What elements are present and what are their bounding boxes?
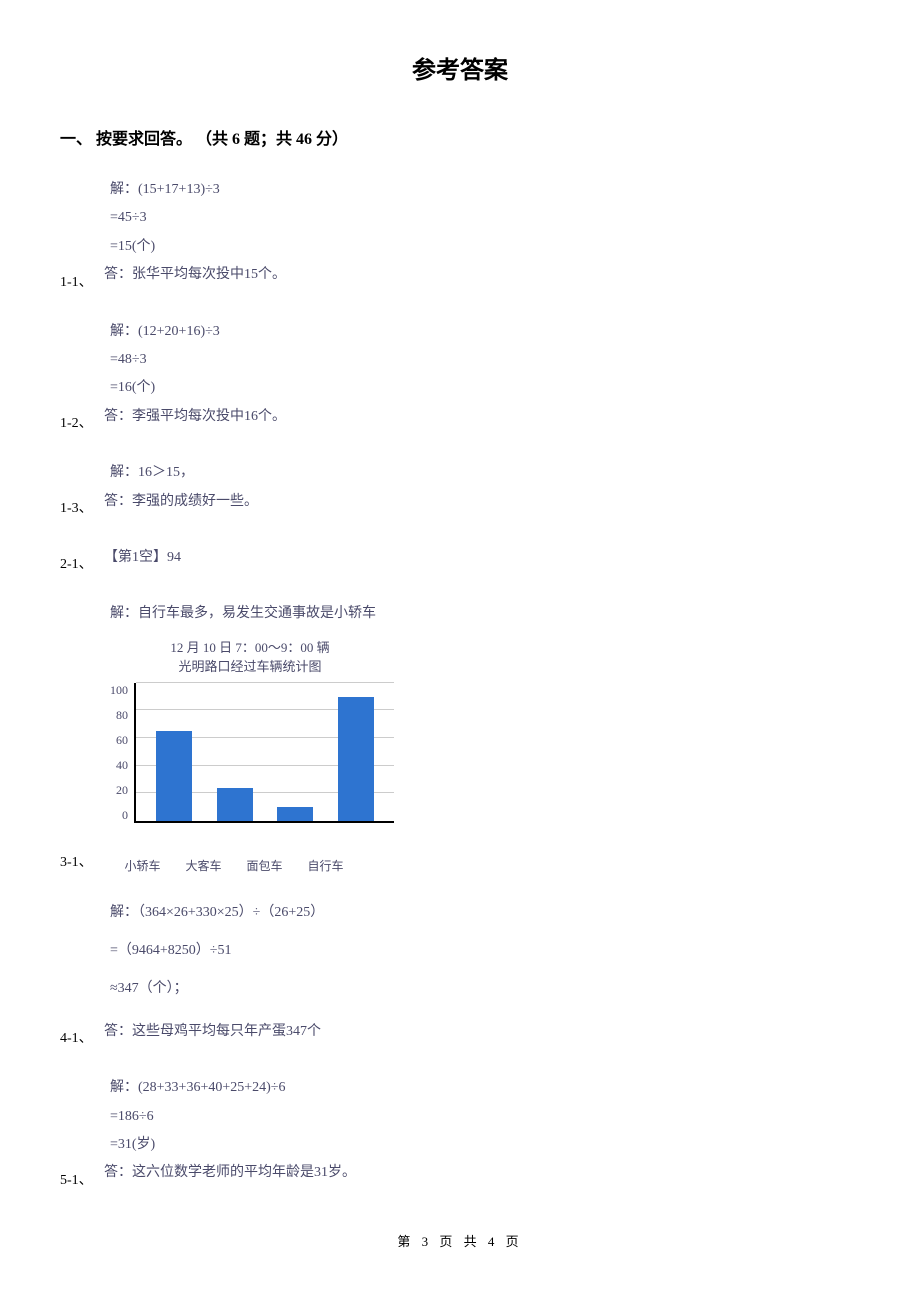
answer-block-2-1: 2-1、 【第1空】94 [60, 547, 860, 575]
answer-block-1-1: 解：(15+17+13)÷3 =45÷3 =15(个) 1-1、 答：张华平均每… [110, 179, 860, 293]
question-label: 1-1、 [60, 271, 100, 291]
x-label: 自行车 [301, 857, 351, 874]
x-label: 面包车 [240, 857, 290, 874]
y-tick: 0 [110, 808, 128, 823]
section-header: 一、 按要求回答。 （共 6 题；共 46 分） [60, 125, 860, 149]
solution-line: 解：16＞15， [110, 462, 860, 484]
bar [217, 788, 253, 821]
x-label: 小轿车 [118, 857, 168, 874]
x-axis-labels: 小轿车 大客车 面包车 自行车 [104, 857, 364, 874]
solution-intro: 解：自行车最多，易发生交通事故是小轿车 [110, 603, 860, 625]
chart-title-line2: 光明路口经过车辆统计图 [178, 659, 321, 674]
solution-line: 解：(28+33+36+40+25+24)÷6 [110, 1077, 860, 1099]
y-tick: 100 [110, 683, 128, 698]
question-label: 3-1、 [60, 851, 100, 871]
chart-title: 12 月 10 日 7：00～9：00 辆 光明路口经过车辆统计图 [110, 638, 390, 677]
solution-line: =（9464+8250）÷51 [110, 940, 860, 962]
answer-block-3-1: 解：自行车最多，易发生交通事故是小轿车 12 月 10 日 7：00～9：00 … [110, 603, 860, 873]
solution-line: 答：张华平均每次投中15个。 [104, 264, 286, 286]
solution-line: 解：(15+17+13)÷3 [110, 179, 860, 201]
solution-line: =16(个) [110, 377, 860, 399]
bar-chart: 12 月 10 日 7：00～9：00 辆 光明路口经过车辆统计图 100 80… [110, 638, 860, 874]
solution-line: 答：李强平均每次投中16个。 [104, 406, 286, 428]
solution-line: 解：(12+20+16)÷3 [110, 321, 860, 343]
bar [277, 807, 313, 821]
solution-line: 答：李强的成绩好一些。 [104, 491, 258, 513]
x-label: 大客车 [179, 857, 229, 874]
question-label: 2-1、 [60, 553, 100, 573]
y-tick: 40 [110, 758, 128, 773]
question-label: 1-2、 [60, 412, 100, 432]
solution-line: 解：（364×26+330×25）÷（26+25） [110, 902, 860, 924]
solution-line: ≈347（个）； [110, 978, 860, 1000]
y-tick: 60 [110, 733, 128, 748]
solution-line: =48÷3 [110, 349, 860, 371]
y-axis: 100 80 60 40 20 0 [110, 683, 128, 823]
question-label: 1-3、 [60, 497, 100, 517]
page-footer: 第 3 页 共 4 页 [60, 1231, 860, 1250]
solution-line: =45÷3 [110, 207, 860, 229]
fill-blank-answer: 【第1空】94 [104, 547, 181, 569]
answer-block-4-1: 解：（364×26+330×25）÷（26+25） =（9464+8250）÷5… [110, 902, 860, 1050]
solution-line: =31(岁) [110, 1134, 860, 1156]
y-tick: 20 [110, 783, 128, 798]
plot-area [134, 683, 394, 823]
page-title: 参考答案 [60, 50, 860, 85]
bars-container [136, 683, 394, 821]
solution-line: =15(个) [110, 236, 860, 258]
y-tick: 80 [110, 708, 128, 723]
answer-block-1-3: 解：16＞15， 1-3、 答：李强的成绩好一些。 [110, 462, 860, 519]
solution-line: =186÷6 [110, 1106, 860, 1128]
question-label: 5-1、 [60, 1169, 100, 1189]
bar [338, 697, 374, 821]
answer-block-5-1: 解：(28+33+36+40+25+24)÷6 =186÷6 =31(岁) 5-… [110, 1077, 860, 1191]
answer-block-1-2: 解：(12+20+16)÷3 =48÷3 =16(个) 1-2、 答：李强平均每… [110, 321, 860, 435]
bar [156, 731, 192, 821]
solution-line: 答：这些母鸡平均每只年产蛋347个 [104, 1021, 321, 1043]
question-label: 4-1、 [60, 1027, 100, 1047]
solution-line: 答：这六位数学老师的平均年龄是31岁。 [104, 1162, 356, 1184]
chart-title-line1: 12 月 10 日 7：00～9：00 辆 [170, 640, 329, 655]
